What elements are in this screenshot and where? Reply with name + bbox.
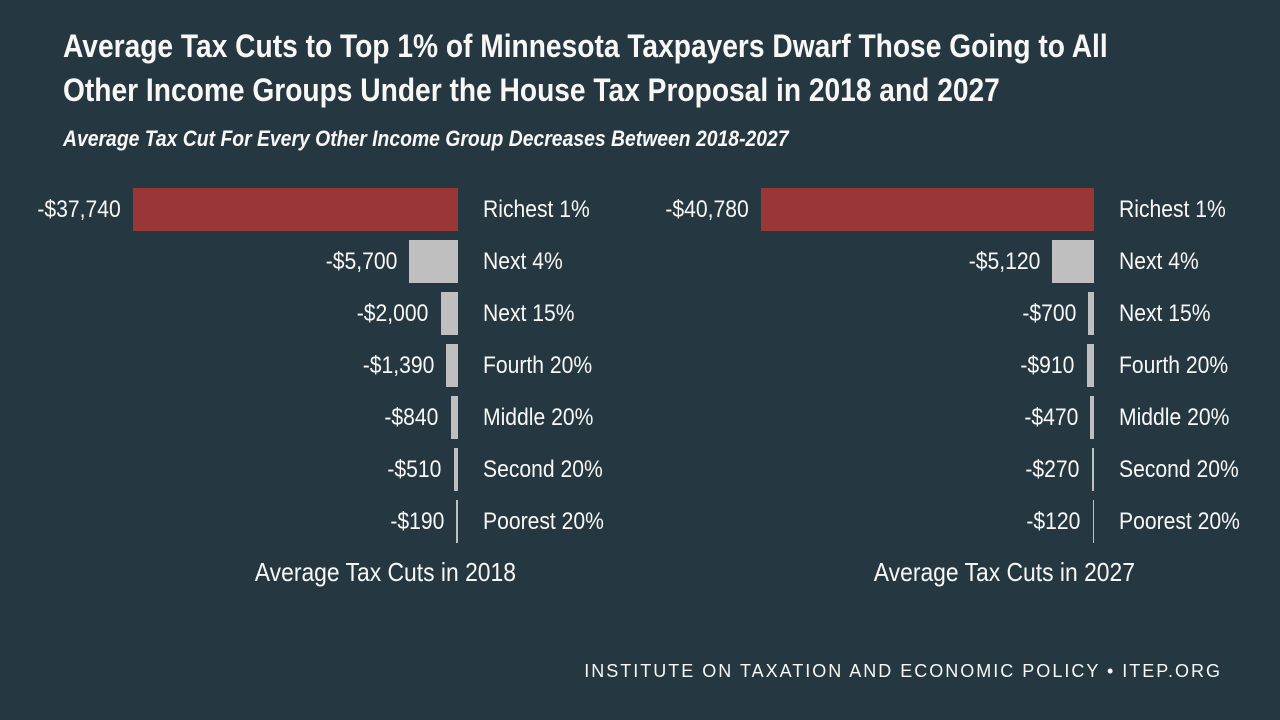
category-label: Poorest 20% — [1119, 508, 1240, 535]
category-label: Next 4% — [1119, 248, 1199, 275]
rows: -$37,740 Richest 1% -$5,700 Next 4% -$2,000 N… — [0, 188, 644, 552]
bar-value-label: -$190 — [390, 507, 445, 535]
category-label: Fourth 20% — [483, 352, 593, 379]
bar — [446, 344, 458, 387]
bar-value-label: -$700 — [1022, 299, 1077, 327]
category-label: Next 15% — [483, 300, 575, 327]
bar-zone: -$5,120 — [636, 240, 1094, 283]
category-label: Poorest 20% — [483, 508, 604, 535]
bar — [453, 448, 458, 491]
bar — [408, 240, 458, 283]
bar-value-label: -$5,700 — [325, 247, 397, 275]
category-label: Middle 20% — [1119, 404, 1230, 431]
bar — [1091, 448, 1094, 491]
chart-title: Average Tax Cuts to Top 1% of Minnesota … — [63, 24, 1243, 112]
category-label: Next 4% — [483, 248, 563, 275]
bar — [1088, 292, 1094, 335]
category-label: Richest 1% — [483, 196, 590, 223]
bar — [1092, 500, 1094, 543]
chart-row: -$840 Middle 20% — [0, 396, 644, 439]
bar — [1090, 396, 1094, 439]
bar-chart-2027: -$40,780 Richest 1% -$5,120 Next 4% -$700 Nex… — [636, 185, 1280, 615]
bar-zone: -$700 — [636, 292, 1094, 335]
chart-row: -$2,000 Next 15% — [0, 292, 644, 335]
bar-value-label: -$840 — [384, 403, 439, 431]
bar-value-label: -$40,780 — [665, 195, 749, 223]
bar-zone: -$5,700 — [0, 240, 458, 283]
bar-zone: -$910 — [636, 344, 1094, 387]
bar — [1086, 344, 1094, 387]
bar-value-label: -$510 — [387, 455, 442, 483]
bar-value-label: -$37,740 — [37, 195, 121, 223]
bar-zone: -$270 — [636, 448, 1094, 491]
bar-value-label: -$2,000 — [357, 299, 429, 327]
rows: -$40,780 Richest 1% -$5,120 Next 4% -$700 Nex… — [636, 188, 1280, 552]
bar-zone: -$510 — [0, 448, 458, 491]
bar-zone: -$120 — [636, 500, 1094, 543]
bar-zone: -$2,000 — [0, 292, 458, 335]
chart-row: -$37,740 Richest 1% — [0, 188, 644, 231]
chart-row: -$910 Fourth 20% — [636, 344, 1280, 387]
chart-row: -$5,700 Next 4% — [0, 240, 644, 283]
chart-row: -$270 Second 20% — [636, 448, 1280, 491]
chart-subtitle: Average Tax Cut For Every Other Income G… — [63, 126, 789, 151]
chart-row: -$40,780 Richest 1% — [636, 188, 1280, 231]
category-label: Next 15% — [1119, 300, 1211, 327]
bar-zone: -$840 — [0, 396, 458, 439]
source-attribution: INSTITUTE ON TAXATION AND ECONOMIC POLIC… — [584, 661, 1222, 681]
title-line-2: Other Income Groups Under the House Tax … — [63, 72, 1000, 108]
bar-value-label: -$120 — [1026, 507, 1081, 535]
category-label: Fourth 20% — [1119, 352, 1229, 379]
chart-row: -$700 Next 15% — [636, 292, 1280, 335]
chart-row: -$510 Second 20% — [0, 448, 644, 491]
bar-zone: -$1,390 — [0, 344, 458, 387]
bar-highlighted — [761, 188, 1094, 231]
bar-value-label: -$5,120 — [968, 247, 1041, 275]
category-label: Middle 20% — [483, 404, 594, 431]
chart-row: -$1,390 Fourth 20% — [0, 344, 644, 387]
bar-value-label: -$1,390 — [362, 351, 434, 379]
category-label: Second 20% — [1119, 456, 1239, 483]
bar — [440, 292, 458, 335]
bar-value-label: -$270 — [1025, 455, 1080, 483]
bar-zone: -$40,780 — [636, 188, 1094, 231]
chart-row: -$5,120 Next 4% — [636, 240, 1280, 283]
bar — [450, 396, 458, 439]
chart-caption-2027: Average Tax Cuts in 2027 — [873, 557, 1135, 587]
title-line-1: Average Tax Cuts to Top 1% of Minnesota … — [63, 28, 1108, 64]
bar-zone: -$190 — [0, 500, 458, 543]
bar-value-label: -$910 — [1020, 351, 1075, 379]
bar-highlighted — [133, 188, 458, 231]
chart-row: -$190 Poorest 20% — [0, 500, 644, 543]
bar-zone: -$37,740 — [0, 188, 458, 231]
bar — [456, 500, 458, 543]
bar-zone: -$470 — [636, 396, 1094, 439]
bar — [1052, 240, 1094, 283]
category-label: Second 20% — [483, 456, 603, 483]
chart-row: -$470 Middle 20% — [636, 396, 1280, 439]
category-label: Richest 1% — [1119, 196, 1226, 223]
chart-caption-2018: Average Tax Cuts in 2018 — [254, 557, 516, 587]
bar-chart-2018: -$37,740 Richest 1% -$5,700 Next 4% -$2,000 N… — [0, 185, 644, 615]
chart-row: -$120 Poorest 20% — [636, 500, 1280, 543]
bar-value-label: -$470 — [1024, 403, 1079, 431]
